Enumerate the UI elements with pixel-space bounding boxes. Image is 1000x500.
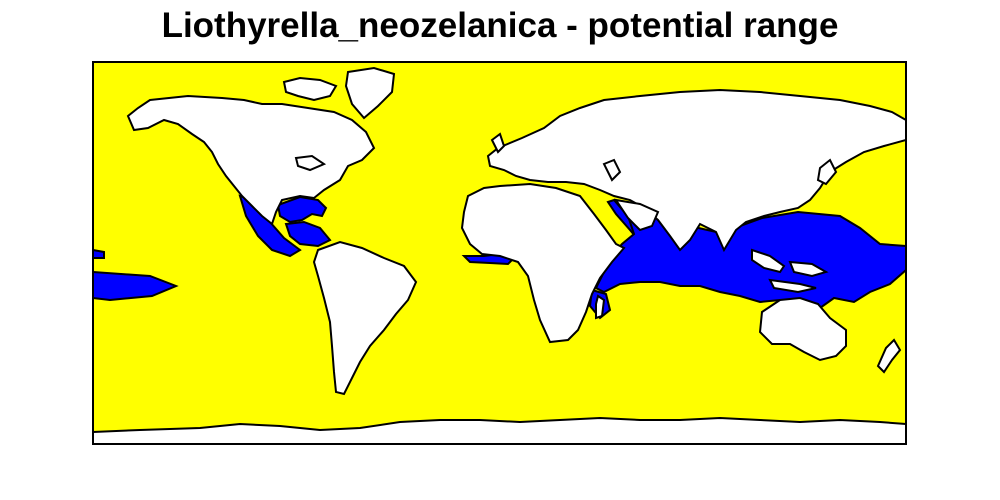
land-madagascar: [595, 294, 606, 320]
land-australia: [758, 296, 847, 362]
land-hudson-bay-lake: [294, 154, 327, 172]
land-arctic-islands: [282, 76, 338, 102]
land-arabian-peninsula: [613, 198, 660, 232]
land-eurasia: [486, 88, 906, 253]
land-south-america: [312, 240, 418, 396]
land-new-zealand: [876, 338, 902, 374]
land-southeast-asia-islands: [751, 248, 829, 294]
land-north-america: [126, 94, 376, 226]
range-east-pacific-small: [93, 248, 105, 259]
land-greenland: [344, 66, 396, 120]
range-caribbean: [284, 220, 332, 248]
range-east-pacific-west: [93, 270, 179, 302]
land-antarctica: [93, 416, 906, 444]
land-caspian: [602, 158, 622, 182]
land-japan: [816, 158, 838, 186]
map-title: Liothyrella_neozelanica - potential rang…: [161, 6, 839, 45]
land-uk-ireland: [490, 132, 506, 154]
map-frame: [92, 61, 907, 445]
land-africa: [460, 182, 626, 344]
range-gulf-of-mexico: [276, 195, 328, 224]
land-layer: [93, 66, 906, 444]
